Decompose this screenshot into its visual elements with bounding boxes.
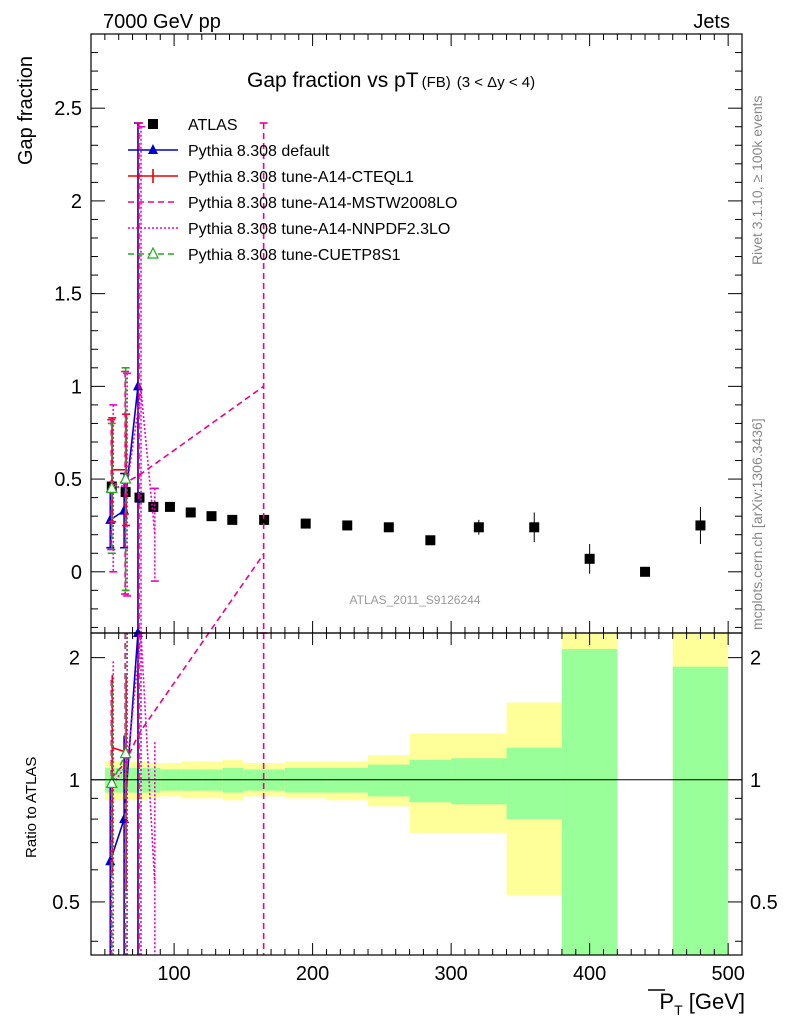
x-label-unit: [GeV]: [683, 989, 745, 1014]
legend-label: Pythia 8.308 default: [188, 143, 330, 160]
x-tick-label: 100: [157, 963, 190, 985]
mc-ratio-marker: [105, 855, 116, 866]
main-plot: [105, 122, 706, 634]
atlas-data-point: [259, 514, 270, 525]
atlas-data-point: [300, 518, 311, 529]
ratio-bands: [104, 633, 729, 955]
chart-title-sub: (FB): [422, 74, 451, 91]
main-ylabel: Gap fraction: [15, 56, 37, 165]
axes: 100 200 300 400 500 0 0.5 1 1.5 2 2.5 0.5 0.5 1 1 2 2: [52, 33, 778, 985]
atlas-data-point: [640, 566, 651, 577]
mcplots-label: mcplots.cern.ch [arXiv:1306.3436]: [749, 418, 765, 630]
atlas-data-point: [148, 501, 159, 512]
legend-item: Pythia 8.308 tune-A14-CTEQL1: [128, 169, 414, 186]
y-tick-label: 1.5: [54, 284, 82, 306]
ratio-frame: [90, 632, 743, 956]
ratio-ylabel: Ratio to ATLAS: [23, 757, 40, 858]
legend-item: Pythia 8.308 tune-A14-MSTW2008LO: [128, 195, 457, 212]
legend-label: Pythia 8.308 tune-CUETP8S1: [188, 247, 401, 264]
legend-marker: [147, 246, 159, 259]
legend-marker: [148, 119, 158, 129]
mc-ratio-line: [111, 753, 127, 784]
y-tick-label: 1: [71, 376, 82, 398]
legend-item: Pythia 8.308 tune-A14-NNPDF2.3LO: [128, 221, 450, 238]
ratio-stat-band: [368, 764, 410, 797]
header-right: Jets: [693, 11, 730, 33]
ratio-stat-band: [561, 649, 618, 955]
mc-ratio-line: [112, 632, 156, 886]
atlas-data-point: [473, 522, 484, 533]
mc-ratio-line: [110, 553, 265, 779]
ratio-tick-label-right: 1: [750, 770, 761, 792]
legend-item: Pythia 8.308 tune-CUETP8S1: [128, 246, 401, 264]
atlas-data-point: [164, 501, 175, 512]
ratio-tick-label-left: 1: [69, 770, 80, 792]
legend: ATLAS Pythia 8.308 default Pythia 8.308 tu…: [128, 117, 457, 264]
legend-label: Pythia 8.308 tune-A14-CTEQL1: [188, 169, 414, 186]
atlas-data-point: [584, 553, 595, 564]
x-tick-label: 300: [434, 963, 467, 985]
x-axis-label: PT [GeV]: [659, 989, 745, 1018]
x-tick-label: 500: [711, 963, 744, 985]
legend-item: ATLAS: [148, 117, 238, 134]
ratio-tick-label-left: 2: [69, 648, 80, 670]
ratio-stat-band: [506, 747, 562, 820]
mc-line: [111, 385, 265, 486]
ratio-stat-band: [409, 759, 452, 803]
x-label-sub: T: [674, 1002, 683, 1018]
ratio-plot: [105, 553, 265, 955]
mc-ratio-marker: [119, 746, 132, 759]
x-tick-label: 400: [573, 963, 606, 985]
mc-marker: [132, 380, 143, 391]
legend-marker: [148, 144, 158, 154]
analysis-watermark: ATLAS_2011_S9126244: [350, 593, 481, 607]
atlas-data-point: [342, 520, 353, 531]
ratio-stat-band: [672, 666, 729, 955]
atlas-data-point: [529, 522, 540, 533]
y-tick-label: 0: [71, 562, 82, 584]
ratio-tick-label-left: 0.5: [52, 892, 80, 914]
mc-ratio-marker: [105, 776, 118, 788]
atlas-data-point: [695, 520, 706, 531]
mc-marker: [105, 481, 118, 493]
ratio-tick-label-right: 0.5: [750, 892, 778, 914]
y-tick-label: 0.5: [54, 469, 82, 491]
chart-title-cut: (3 < Δy < 4): [457, 74, 535, 91]
ratio-tick-label-right: 2: [750, 648, 761, 670]
legend-item: Pythia 8.308 default: [128, 143, 330, 160]
x-tick-label: 200: [296, 963, 329, 985]
ratio-stat-band: [451, 758, 507, 805]
atlas-data-point: [206, 511, 217, 522]
atlas-data-point: [425, 535, 436, 546]
legend-label: ATLAS: [188, 117, 238, 134]
rivet-label: Rivet 3.1.10, ≥ 100k events: [749, 95, 765, 265]
chart-title: Gap fraction vs pT (FB) (3 < Δy < 4): [247, 69, 535, 92]
chart-title-main: Gap fraction vs pT: [247, 69, 419, 92]
y-tick-label: 2.5: [54, 98, 82, 120]
atlas-data-point: [227, 514, 238, 525]
atlas-data-point: [185, 507, 196, 518]
atlas-data-point: [383, 522, 394, 533]
legend-label: Pythia 8.308 tune-A14-NNPDF2.3LO: [188, 221, 450, 238]
mc-marker: [119, 471, 132, 484]
y-tick-label: 2: [71, 191, 82, 213]
header-left: 7000 GeV pp: [103, 11, 221, 33]
x-label-p: P: [659, 989, 674, 1014]
legend-label: Pythia 8.308 tune-A14-MSTW2008LO: [188, 195, 457, 212]
